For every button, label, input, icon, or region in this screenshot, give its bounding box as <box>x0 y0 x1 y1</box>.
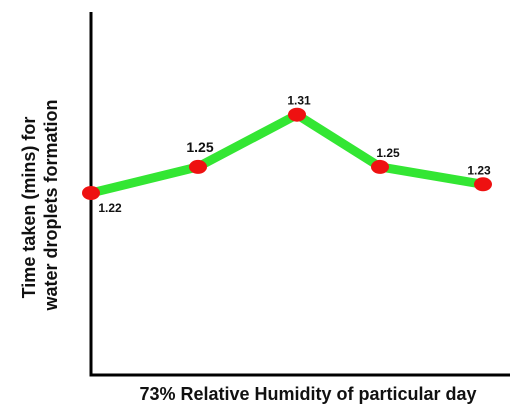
series-layer: 1.22 1.25 1.31 1.25 1.23 <box>82 94 492 215</box>
data-point-3 <box>288 107 306 122</box>
data-label-4: 1.25 <box>376 146 400 160</box>
data-point-1 <box>82 186 100 200</box>
y-axis-title-line-2: water droplets formation <box>41 99 61 311</box>
data-point-5 <box>474 177 492 192</box>
series-line <box>86 110 488 198</box>
y-axis-title: Time taken (mins) for water droplets for… <box>19 99 61 311</box>
data-point-2 <box>189 159 207 174</box>
data-point-4 <box>371 159 389 174</box>
data-label-5: 1.23 <box>467 163 491 177</box>
y-axis-title-line-1: Time taken (mins) for <box>19 117 39 299</box>
x-axis-title: 73% Relative Humidity of particular day <box>139 384 476 404</box>
data-label-2: 1.25 <box>186 139 213 155</box>
data-label-3: 1.31 <box>287 94 311 108</box>
data-label-1: 1.22 <box>98 201 122 215</box>
